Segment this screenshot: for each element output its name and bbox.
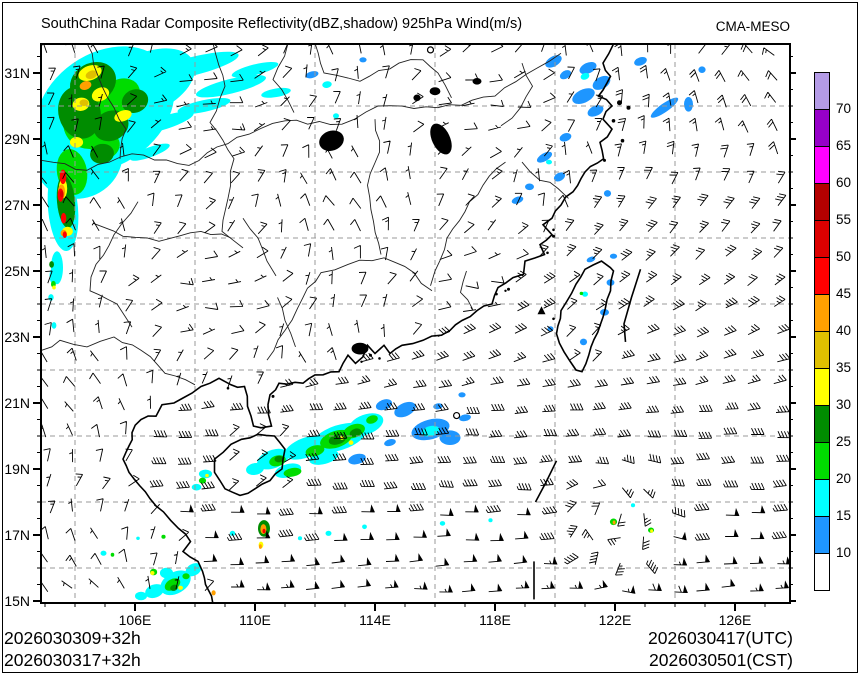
colorbar-segment bbox=[814, 516, 830, 554]
chart-title: SouthChina Radar Composite Reflectivity(… bbox=[41, 16, 523, 32]
valid-time-utc: 2026030417(UTC) bbox=[648, 628, 793, 648]
colorbar-segment bbox=[814, 72, 830, 110]
colorbar-segment bbox=[814, 442, 830, 480]
station-circle-layer bbox=[426, 46, 461, 420]
colorbar-segment bbox=[814, 331, 830, 369]
lat-tick-label: 19N bbox=[4, 461, 30, 477]
lon-tick-label: 122E bbox=[599, 612, 632, 628]
colorbar-label: 40 bbox=[836, 323, 852, 338]
triangle-marker bbox=[537, 306, 546, 315]
lat-tick-label: 17N bbox=[4, 527, 30, 543]
colorbar-label: 45 bbox=[836, 286, 852, 301]
colorbar-segment bbox=[814, 405, 830, 443]
init-time-line-1: 2026030309+32h bbox=[4, 628, 141, 648]
lon-tick-label: 106E bbox=[119, 612, 152, 628]
lat-tick-label: 15N bbox=[4, 593, 30, 609]
lon-tick-label: 114E bbox=[359, 612, 391, 628]
colorbar-label: 10 bbox=[836, 545, 852, 560]
lat-tick-label: 27N bbox=[4, 197, 30, 213]
colorbar-segment bbox=[814, 294, 830, 332]
colorbar-segment bbox=[814, 479, 830, 517]
footer-left: 2026030309+32h 2026030317+32h bbox=[4, 627, 141, 671]
colorbar-label: 20 bbox=[836, 471, 852, 486]
lat-tick-label: 29N bbox=[4, 131, 30, 147]
colorbar-label: 30 bbox=[836, 397, 852, 412]
colorbar-segment bbox=[814, 553, 830, 591]
colorbar-segment bbox=[814, 146, 830, 184]
lat-tick-label: 31N bbox=[4, 65, 30, 81]
colorbar-scale bbox=[814, 72, 830, 591]
map-layers bbox=[41, 44, 790, 603]
colorbar-segment bbox=[814, 257, 830, 295]
colorbar-label: 55 bbox=[836, 212, 852, 227]
colorbar-label: 15 bbox=[836, 508, 852, 523]
colorbar-segment bbox=[814, 183, 830, 221]
lon-tick-label: 110E bbox=[239, 612, 271, 628]
wind-barb-layer bbox=[41, 44, 790, 594]
lon-tick-label: 126E bbox=[719, 612, 752, 628]
model-label: CMA-MESO bbox=[715, 19, 790, 34]
colorbar-segment bbox=[814, 109, 830, 147]
trough-line-layer bbox=[533, 269, 642, 600]
colorbar-segment bbox=[814, 220, 830, 258]
footer-right: 2026030417(UTC) 2026030501(CST) bbox=[648, 627, 793, 671]
init-time-line-2: 2026030317+32h bbox=[4, 650, 141, 670]
coastline-layer bbox=[122, 44, 615, 603]
lat-tick-label: 23N bbox=[4, 329, 30, 345]
map-frame bbox=[40, 43, 791, 604]
axis-label-layer: 106E 110E 114E 118E 122E 126E 31N 29N 27N 25N 23N 2… bbox=[4, 65, 751, 628]
colorbar-label: 25 bbox=[836, 434, 852, 449]
colorbar-label: 70 bbox=[836, 101, 852, 116]
colorbar-segment bbox=[814, 368, 830, 406]
colorbar-label: 60 bbox=[836, 175, 852, 190]
colorbar-label: 35 bbox=[836, 360, 852, 375]
valid-time-cst: 2026030501(CST) bbox=[649, 650, 793, 670]
lon-tick-label: 118E bbox=[479, 612, 511, 628]
axis-tick-layer bbox=[33, 56, 796, 611]
colorbar-label: 65 bbox=[836, 138, 852, 153]
colorbar-label: 50 bbox=[836, 249, 852, 264]
graticule-layer bbox=[41, 44, 790, 603]
colorbar: 70 65 60 55 50 45 40 35 30 25 20 15 10 bbox=[814, 72, 860, 606]
lat-tick-label: 21N bbox=[4, 395, 30, 411]
lat-tick-label: 25N bbox=[4, 263, 30, 279]
province-border-layer bbox=[41, 44, 569, 386]
radar-echo-layer bbox=[41, 46, 706, 601]
